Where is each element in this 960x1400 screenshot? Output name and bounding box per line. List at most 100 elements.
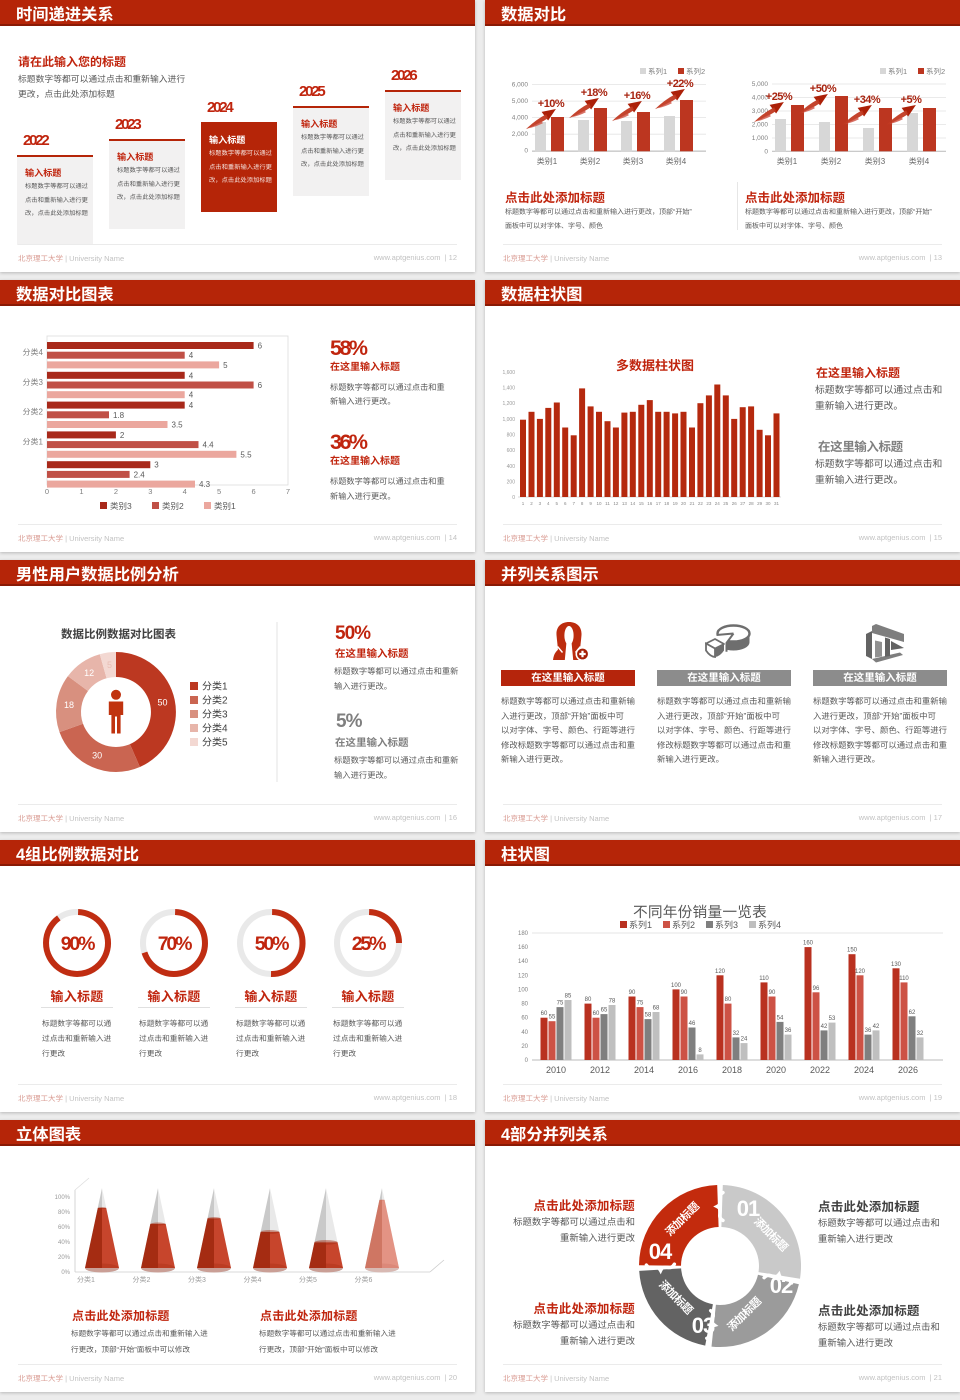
svg-text:分类5: 分类5	[299, 1276, 317, 1284]
svg-text:7: 7	[572, 501, 575, 506]
svg-text:14: 14	[630, 501, 636, 506]
svg-text:31: 31	[774, 501, 780, 506]
svg-text:90: 90	[629, 990, 636, 996]
svg-text:25%: 25%	[352, 933, 386, 955]
svg-text:40: 40	[521, 1030, 528, 1036]
svg-text:3: 3	[539, 501, 542, 506]
svg-text:4: 4	[189, 391, 194, 400]
svg-text:160: 160	[518, 945, 529, 951]
svg-text:类别2: 类别2	[821, 157, 842, 166]
svg-text:系列2: 系列2	[672, 920, 695, 930]
svg-text:15: 15	[639, 501, 645, 506]
svg-text:分类3: 分类3	[202, 709, 228, 721]
svg-text:160: 160	[803, 941, 814, 947]
svg-text:65: 65	[601, 1008, 608, 1014]
svg-text:系列2: 系列2	[686, 67, 705, 76]
svg-text:系列4: 系列4	[758, 920, 781, 930]
svg-text:2,000: 2,000	[512, 131, 529, 138]
svg-text:系列1: 系列1	[888, 67, 907, 76]
svg-text:分类6: 分类6	[355, 1276, 373, 1284]
svg-text:3: 3	[148, 487, 152, 496]
svg-text:4: 4	[189, 351, 194, 360]
svg-text:12: 12	[84, 668, 94, 678]
svg-text:03: 03	[692, 1313, 715, 1338]
svg-text:2010: 2010	[546, 1065, 566, 1075]
svg-text:110: 110	[759, 976, 769, 982]
svg-text:1,000: 1,000	[752, 135, 769, 142]
svg-text:+25%: +25%	[766, 91, 793, 103]
svg-text:130: 130	[891, 962, 902, 968]
svg-text:8: 8	[581, 501, 584, 506]
svg-text:1: 1	[522, 501, 525, 506]
svg-text:0: 0	[512, 495, 515, 501]
svg-text:68: 68	[653, 1006, 660, 1012]
svg-text:50: 50	[157, 697, 167, 707]
svg-text:01: 01	[737, 1196, 760, 1221]
svg-text:28: 28	[749, 501, 755, 506]
svg-text:5: 5	[223, 361, 228, 370]
svg-text:分类4: 分类4	[23, 348, 44, 357]
svg-text:+5%: +5%	[901, 94, 923, 106]
svg-text:12: 12	[613, 501, 619, 506]
svg-text:21: 21	[689, 501, 695, 506]
svg-text:分类3: 分类3	[23, 378, 44, 387]
svg-text:0: 0	[764, 149, 768, 156]
svg-text:0%: 0%	[61, 1270, 70, 1276]
svg-text:2016: 2016	[678, 1065, 698, 1075]
svg-text:分类2: 分类2	[202, 695, 228, 707]
svg-text:6,000: 6,000	[512, 82, 529, 89]
svg-text:70%: 70%	[158, 933, 192, 955]
svg-text:类别3: 类别3	[623, 157, 644, 166]
svg-text:20: 20	[521, 1044, 528, 1050]
svg-text:0: 0	[45, 487, 49, 496]
svg-text:2: 2	[114, 487, 118, 496]
svg-text:类别2: 类别2	[580, 157, 601, 166]
svg-text:类别3: 类别3	[865, 157, 886, 166]
svg-text:17: 17	[656, 501, 662, 506]
svg-text:+34%: +34%	[854, 94, 881, 106]
svg-text:6: 6	[258, 342, 263, 351]
svg-text:类别1: 类别1	[777, 157, 798, 166]
svg-text:分类2: 分类2	[133, 1276, 151, 1284]
svg-text:2026: 2026	[898, 1065, 918, 1075]
svg-text:2024: 2024	[854, 1065, 874, 1075]
svg-text:分类1: 分类1	[23, 437, 44, 446]
svg-text:55: 55	[549, 1015, 556, 1021]
svg-text:4.4: 4.4	[203, 441, 215, 450]
svg-text:120: 120	[855, 969, 866, 975]
svg-text:9: 9	[589, 501, 592, 506]
svg-text:600: 600	[507, 448, 516, 454]
svg-text:100: 100	[518, 987, 529, 993]
svg-text:系列3: 系列3	[715, 920, 738, 930]
svg-text:46: 46	[689, 1021, 696, 1027]
svg-text:2: 2	[120, 431, 125, 440]
svg-text:75: 75	[557, 1001, 564, 1007]
svg-text:110: 110	[899, 976, 909, 982]
svg-text:80%: 80%	[58, 1210, 71, 1216]
svg-text:200: 200	[507, 479, 516, 485]
svg-text:分类2: 分类2	[23, 408, 44, 417]
svg-text:4,000: 4,000	[752, 95, 769, 102]
svg-text:+18%: +18%	[581, 87, 608, 99]
svg-text:23: 23	[706, 501, 712, 506]
svg-text:2018: 2018	[722, 1065, 742, 1075]
svg-text:7: 7	[286, 487, 290, 496]
svg-text:60: 60	[541, 1011, 548, 1017]
svg-text:80: 80	[521, 1002, 528, 1008]
svg-text:85: 85	[565, 994, 572, 1000]
svg-text:5: 5	[107, 660, 112, 670]
svg-text:6: 6	[252, 487, 256, 496]
svg-text:5: 5	[217, 487, 221, 496]
svg-text:分类1: 分类1	[202, 681, 228, 693]
svg-text:分类5: 分类5	[202, 737, 228, 749]
svg-text:2014: 2014	[634, 1065, 654, 1075]
svg-text:5: 5	[556, 501, 559, 506]
svg-text:1: 1	[79, 487, 83, 496]
svg-text:120: 120	[518, 973, 529, 979]
svg-text:分类3: 分类3	[188, 1276, 206, 1284]
svg-text:32: 32	[917, 1031, 924, 1037]
svg-text:+50%: +50%	[810, 83, 837, 95]
svg-text:100%: 100%	[55, 1195, 71, 1201]
svg-text:+10%: +10%	[538, 98, 565, 110]
svg-text:54: 54	[777, 1015, 784, 1021]
